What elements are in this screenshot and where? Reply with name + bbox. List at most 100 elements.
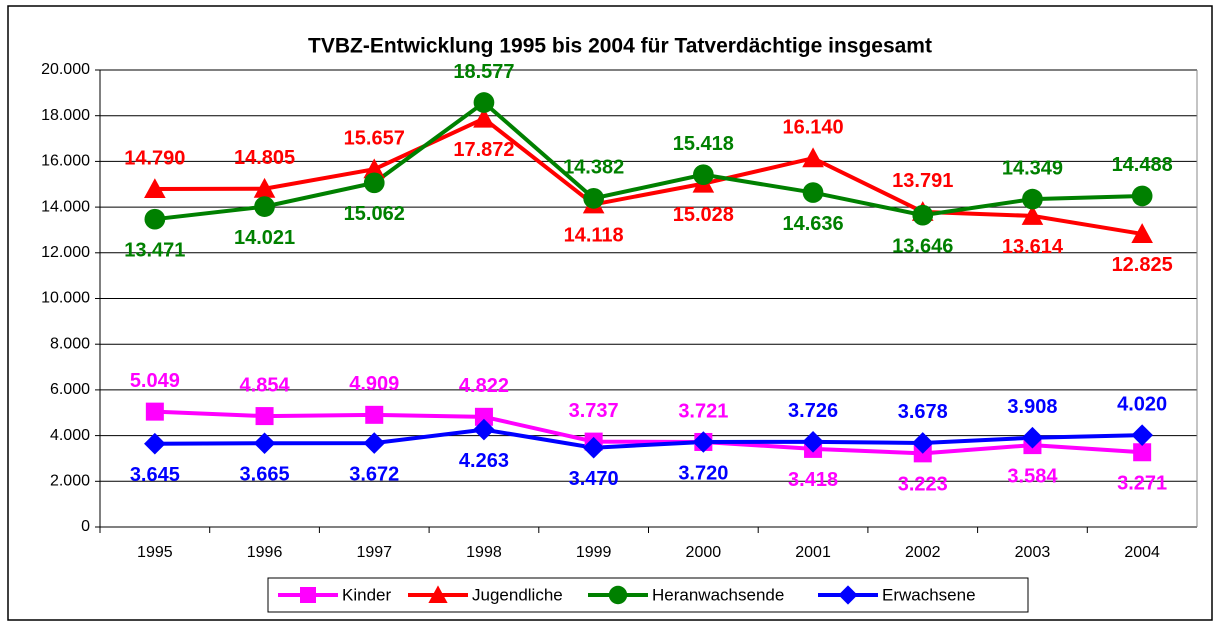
series-line — [154, 427, 1143, 450]
data-point — [144, 178, 166, 199]
series-line — [154, 409, 1143, 456]
data-label: 15.418 — [673, 133, 734, 155]
data-label: 14.118 — [564, 225, 624, 247]
data-label: 17.872 — [453, 139, 514, 161]
data-point — [253, 177, 276, 198]
data-label: 3.721 — [678, 400, 728, 422]
data-point — [1022, 188, 1043, 210]
data-point — [144, 432, 166, 455]
x-tick-label: 1996 — [247, 544, 283, 561]
data-label: 14.349 — [1002, 157, 1063, 179]
data-label: 3.271 — [1117, 473, 1167, 495]
data-label: 14.636 — [782, 213, 843, 235]
chart-frame — [7, 5, 1213, 621]
series-line — [154, 116, 1143, 236]
y-tick-label: 4.000 — [50, 427, 90, 444]
legend-label: Jugendliche — [472, 585, 563, 604]
x-tick-label: 2004 — [1124, 544, 1160, 561]
x-tick-label: 2003 — [1015, 544, 1051, 561]
data-point — [145, 402, 164, 421]
data-point — [144, 208, 166, 230]
data-label: 13.791 — [892, 170, 953, 192]
data-label: 3.223 — [898, 474, 948, 496]
data-label: 16.140 — [782, 116, 843, 138]
data-point — [912, 204, 934, 226]
data-point — [693, 164, 714, 186]
data-point — [802, 431, 824, 453]
data-point — [473, 92, 495, 113]
legend-label: Heranwachsende — [652, 585, 784, 604]
data-label: 4.854 — [240, 374, 291, 396]
data-point — [363, 158, 386, 179]
data-point — [582, 436, 605, 459]
x-tick-label: 2002 — [905, 544, 941, 561]
data-point — [255, 407, 274, 426]
data-label: 3.418 — [788, 469, 838, 491]
data-point — [365, 405, 384, 424]
chart-title: TVBZ-Entwicklung 1995 bis 2004 für Tatve… — [308, 35, 932, 58]
series-line — [154, 99, 1143, 222]
x-tick-label: 1997 — [356, 544, 392, 561]
y-tick-label: 6.000 — [50, 381, 90, 398]
data-point — [1131, 424, 1153, 446]
data-label: 3.672 — [349, 463, 399, 485]
data-label: 4.263 — [459, 450, 509, 472]
x-tick-label: 2001 — [795, 544, 831, 561]
data-label: 3.584 — [1007, 465, 1058, 487]
legend-label: Erwachsene — [882, 585, 976, 604]
y-tick-label: 18.000 — [41, 107, 90, 124]
x-tick-label: 1999 — [576, 544, 612, 561]
data-point — [1021, 426, 1044, 449]
x-tick-label: 1998 — [466, 544, 502, 561]
data-label: 4.020 — [1117, 393, 1167, 415]
data-point — [254, 196, 275, 217]
legend-label: Kinder — [342, 585, 391, 604]
data-label: 15.657 — [344, 128, 405, 150]
data-label: 12.825 — [1112, 254, 1173, 276]
data-point — [1131, 223, 1153, 243]
data-point — [1131, 185, 1153, 207]
data-point — [802, 147, 824, 168]
y-tick-label: 8.000 — [50, 335, 90, 352]
data-label: 15.028 — [673, 204, 734, 226]
data-label: 3.720 — [678, 462, 728, 484]
data-label: 5.049 — [130, 370, 180, 392]
data-label: 13.614 — [1002, 236, 1064, 258]
y-tick-label: 14.000 — [41, 198, 90, 215]
data-point — [363, 172, 385, 194]
y-tick-label: 10.000 — [41, 290, 90, 307]
data-label: 14.382 — [563, 157, 624, 179]
data-label: 3.470 — [569, 468, 619, 490]
data-label: 15.062 — [344, 203, 405, 225]
data-label: 14.021 — [234, 227, 295, 249]
data-point — [1021, 205, 1044, 225]
x-tick-label: 1995 — [137, 544, 173, 561]
data-label: 3.678 — [898, 401, 948, 423]
data-label: 4.822 — [459, 375, 509, 397]
data-label: 3.737 — [569, 400, 619, 422]
data-point — [253, 432, 276, 455]
y-tick-label: 16.000 — [41, 153, 90, 170]
data-label: 18.577 — [453, 61, 514, 83]
y-tick-label: 12.000 — [41, 244, 90, 261]
x-tick-label: 2000 — [686, 544, 722, 561]
legend-marker — [608, 585, 628, 605]
data-label: 3.726 — [788, 400, 838, 422]
data-label: 4.909 — [349, 373, 399, 395]
data-point — [583, 188, 605, 209]
data-point — [692, 431, 715, 453]
data-point — [473, 418, 495, 441]
data-point — [473, 107, 495, 128]
legend-marker — [300, 587, 316, 603]
data-label: 14.790 — [124, 147, 185, 169]
y-tick-label: 20.000 — [41, 61, 90, 78]
data-label: 3.908 — [1007, 396, 1057, 418]
legend-marker — [838, 585, 858, 605]
data-label: 13.471 — [124, 239, 185, 261]
data-label: 14.488 — [1112, 154, 1173, 176]
data-point — [802, 182, 824, 203]
data-point — [911, 432, 934, 454]
data-point — [474, 407, 493, 426]
data-label: 3.645 — [130, 464, 180, 486]
